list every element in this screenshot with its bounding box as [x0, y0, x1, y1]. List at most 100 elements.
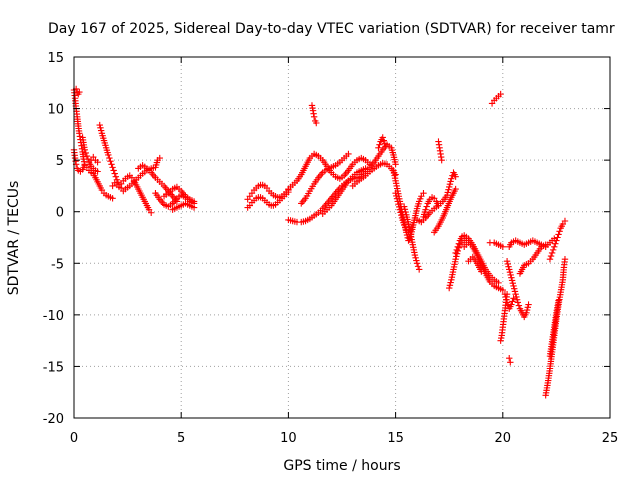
data-point [509, 298, 516, 305]
data-point [393, 192, 400, 200]
data-point [504, 260, 512, 268]
data-point [503, 296, 510, 303]
data-point [96, 121, 103, 129]
data-point [444, 189, 451, 196]
data-point [310, 113, 318, 121]
data-point [376, 141, 383, 148]
data-point [393, 195, 401, 202]
y-tick-label: -5 [51, 257, 64, 272]
data-point [438, 156, 445, 164]
data-point [106, 154, 113, 162]
axis-ticks [73, 56, 611, 419]
data-point [423, 203, 430, 210]
data-point [552, 240, 559, 247]
data-point [375, 144, 382, 151]
data-point [509, 280, 517, 287]
data-point [548, 249, 556, 257]
x-tick-label: 25 [602, 431, 619, 446]
data-point [453, 246, 460, 254]
data-point [414, 263, 422, 270]
y-tick-label: -10 [43, 309, 64, 324]
data-point [555, 297, 562, 304]
data-point [513, 296, 521, 303]
data-point [523, 309, 530, 316]
data-point [499, 243, 506, 250]
data-point [452, 249, 459, 257]
data-point [478, 268, 485, 275]
data-point [510, 282, 517, 290]
plot-frame [73, 56, 611, 419]
y-tick-label: -15 [43, 360, 64, 375]
data-point [506, 269, 514, 276]
data-point [525, 301, 532, 308]
x-tick-label: 5 [177, 431, 185, 446]
x-axis-label: GPS time / hours [283, 458, 400, 474]
data-point [413, 260, 421, 267]
data-point [379, 134, 386, 141]
data-point [84, 155, 92, 163]
data-points [70, 85, 569, 399]
data-point [561, 217, 569, 225]
data-point [508, 274, 515, 281]
data-point [446, 183, 453, 191]
data-point [524, 304, 532, 311]
x-tick-label: 20 [495, 431, 512, 446]
data-point [507, 359, 514, 366]
data-point [551, 243, 558, 250]
y-tick-label: 15 [47, 51, 64, 66]
data-point [453, 253, 460, 260]
data-point [448, 175, 455, 182]
data-point [511, 288, 519, 295]
data-point [394, 198, 401, 205]
data-point [156, 154, 163, 162]
data-point [561, 255, 569, 263]
data-point [111, 170, 118, 177]
data-point [81, 162, 88, 169]
data-point [446, 181, 454, 188]
data-point [507, 271, 514, 279]
data-point [503, 258, 511, 265]
data-point [409, 221, 416, 229]
data-point [455, 240, 463, 247]
data-point [108, 161, 115, 168]
data-point [547, 252, 555, 260]
data-point [446, 284, 453, 292]
data-point [403, 231, 411, 239]
data-point [380, 137, 388, 144]
data-point [190, 198, 198, 205]
data-point [190, 204, 198, 211]
data-point [447, 279, 454, 286]
data-point [513, 293, 520, 301]
data-point [506, 354, 513, 362]
y-tick-label: 5 [56, 154, 64, 169]
data-point [415, 266, 423, 273]
data-point [555, 231, 562, 238]
data-point [345, 150, 352, 158]
data-point [395, 200, 402, 208]
data-point [546, 255, 554, 263]
y-tick-label: 10 [47, 103, 64, 118]
data-point [82, 149, 89, 157]
data-point [443, 192, 451, 199]
data-point [549, 246, 557, 254]
data-point [556, 228, 563, 235]
data-point [411, 251, 419, 259]
data-point [76, 88, 83, 96]
data-point [422, 206, 429, 213]
data-point [447, 178, 454, 185]
data-point [313, 119, 320, 127]
y-tick-label: -20 [43, 412, 64, 427]
data-point [147, 209, 155, 216]
data-point [454, 243, 461, 250]
data-point [83, 152, 91, 160]
data-point [392, 189, 399, 197]
data-point [511, 285, 518, 292]
data-point [506, 266, 513, 273]
data-point [503, 299, 511, 306]
data-point [505, 263, 512, 270]
data-point [542, 241, 549, 248]
data-point [81, 146, 88, 154]
data-point [402, 208, 409, 216]
